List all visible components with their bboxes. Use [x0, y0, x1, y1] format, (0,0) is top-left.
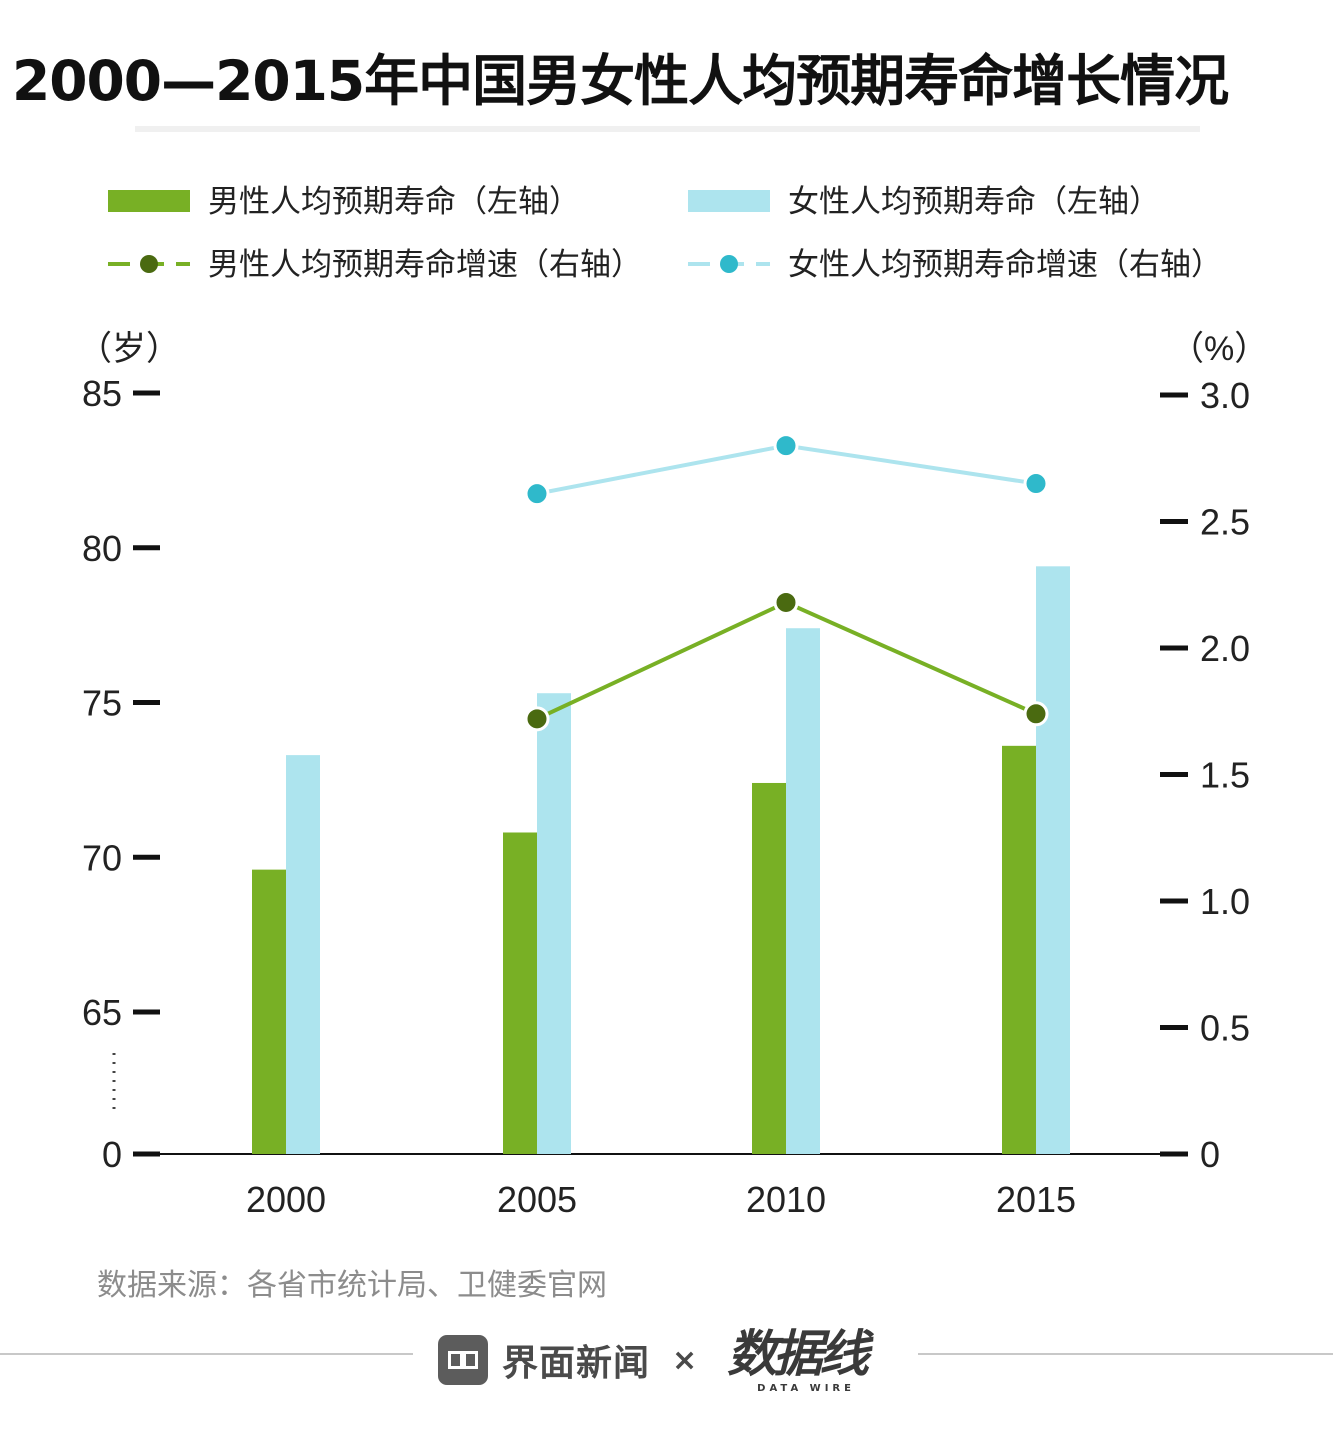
bar-male-2010 [752, 782, 786, 1154]
left-tick-label-5: 0 [102, 1134, 122, 1175]
jiemian-brand-name: 界面新闻 [502, 1343, 651, 1384]
chart-title: 2000—2015年中国男女性人均预期寿命增长情况 [12, 49, 1229, 113]
footer-divider-right [918, 1353, 1333, 1355]
left-tick-label-0: 85 [82, 373, 122, 414]
point-male-growth-2015 [1023, 701, 1049, 727]
data-source: 数据来源：各省市统计局、卫健委官网 [97, 1268, 607, 1303]
right-tick-label-3: 1.5 [1200, 755, 1250, 796]
legend-swatch-0 [108, 190, 190, 212]
point-female-growth-2010 [773, 433, 799, 459]
data-wire-logo-en: DATA WIRE [757, 1383, 855, 1394]
axes: （岁） （%） 85 80 75 70 65 0 3.0 2.5 2.0 1.5 1.0 0.5 0 2000… [78, 330, 1268, 1220]
left-tick-label-1: 80 [82, 528, 122, 569]
chart: 男性人均预期寿命（左轴） 女性人均预期寿命（左轴） 男性人均预期寿命增速（右轴） 女性… [78, 184, 1268, 1220]
x-tick-label-3: 2015 [996, 1179, 1076, 1220]
legend-swatch-1 [688, 190, 770, 212]
bar-male-2005 [503, 832, 537, 1154]
bar-male-2015 [1002, 745, 1036, 1154]
right-axis-unit: （%） [1170, 330, 1268, 368]
bar-female-2000 [286, 755, 320, 1154]
right-tick-label-2: 2.0 [1200, 628, 1250, 669]
legend: 男性人均预期寿命（左轴） 女性人均预期寿命（左轴） 男性人均预期寿命增速（右轴） 女性… [108, 184, 1222, 282]
legend-label-3: 女性人均预期寿命增速（右轴） [788, 247, 1222, 282]
right-tick-label-0: 3.0 [1200, 375, 1250, 416]
x-tick-label-1: 2005 [497, 1179, 577, 1220]
left-axis-unit: （岁） [78, 330, 180, 368]
x-tick-label-2: 2010 [746, 1179, 826, 1220]
right-tick-label-5: 0.5 [1200, 1008, 1250, 1049]
point-female-growth-2015 [1023, 471, 1049, 497]
bar-female-2005 [537, 693, 571, 1154]
title-divider [135, 126, 1200, 132]
right-tick-label-1: 2.5 [1200, 502, 1250, 543]
legend-label-0: 男性人均预期寿命（左轴） [208, 184, 580, 219]
lines [524, 433, 1049, 732]
legend-label-1: 女性人均预期寿命（左轴） [788, 184, 1160, 219]
point-male-growth-2005 [524, 706, 550, 732]
bar-female-2015 [1036, 566, 1070, 1154]
right-tick-label-4: 1.0 [1200, 881, 1250, 922]
bar-male-2000 [252, 869, 286, 1154]
left-tick-label-3: 70 [82, 837, 122, 878]
right-tick-label-6: 0 [1200, 1134, 1220, 1175]
footer-divider-left [0, 1353, 413, 1355]
jiemian-logo-icon [438, 1335, 488, 1385]
data-wire-logo-cn: 数据线 [727, 1325, 869, 1383]
bar-female-2010 [786, 628, 820, 1154]
x-tick-label-0: 2000 [246, 1179, 326, 1220]
left-tick-label-2: 75 [82, 683, 122, 724]
data-wire-logo: 数据线 DATA WIRE [727, 1325, 877, 1395]
bars [252, 566, 1070, 1154]
legend-marker-3 [720, 255, 738, 273]
footer-brand: 界面新闻 × 数据线 DATA WIRE [438, 1325, 877, 1395]
legend-label-2: 男性人均预期寿命增速（右轴） [208, 247, 642, 282]
times-sign: × [672, 1342, 698, 1378]
point-female-growth-2005 [524, 481, 550, 507]
point-male-growth-2010 [773, 589, 799, 615]
legend-marker-2 [140, 255, 158, 273]
left-tick-label-4: 65 [82, 992, 122, 1033]
